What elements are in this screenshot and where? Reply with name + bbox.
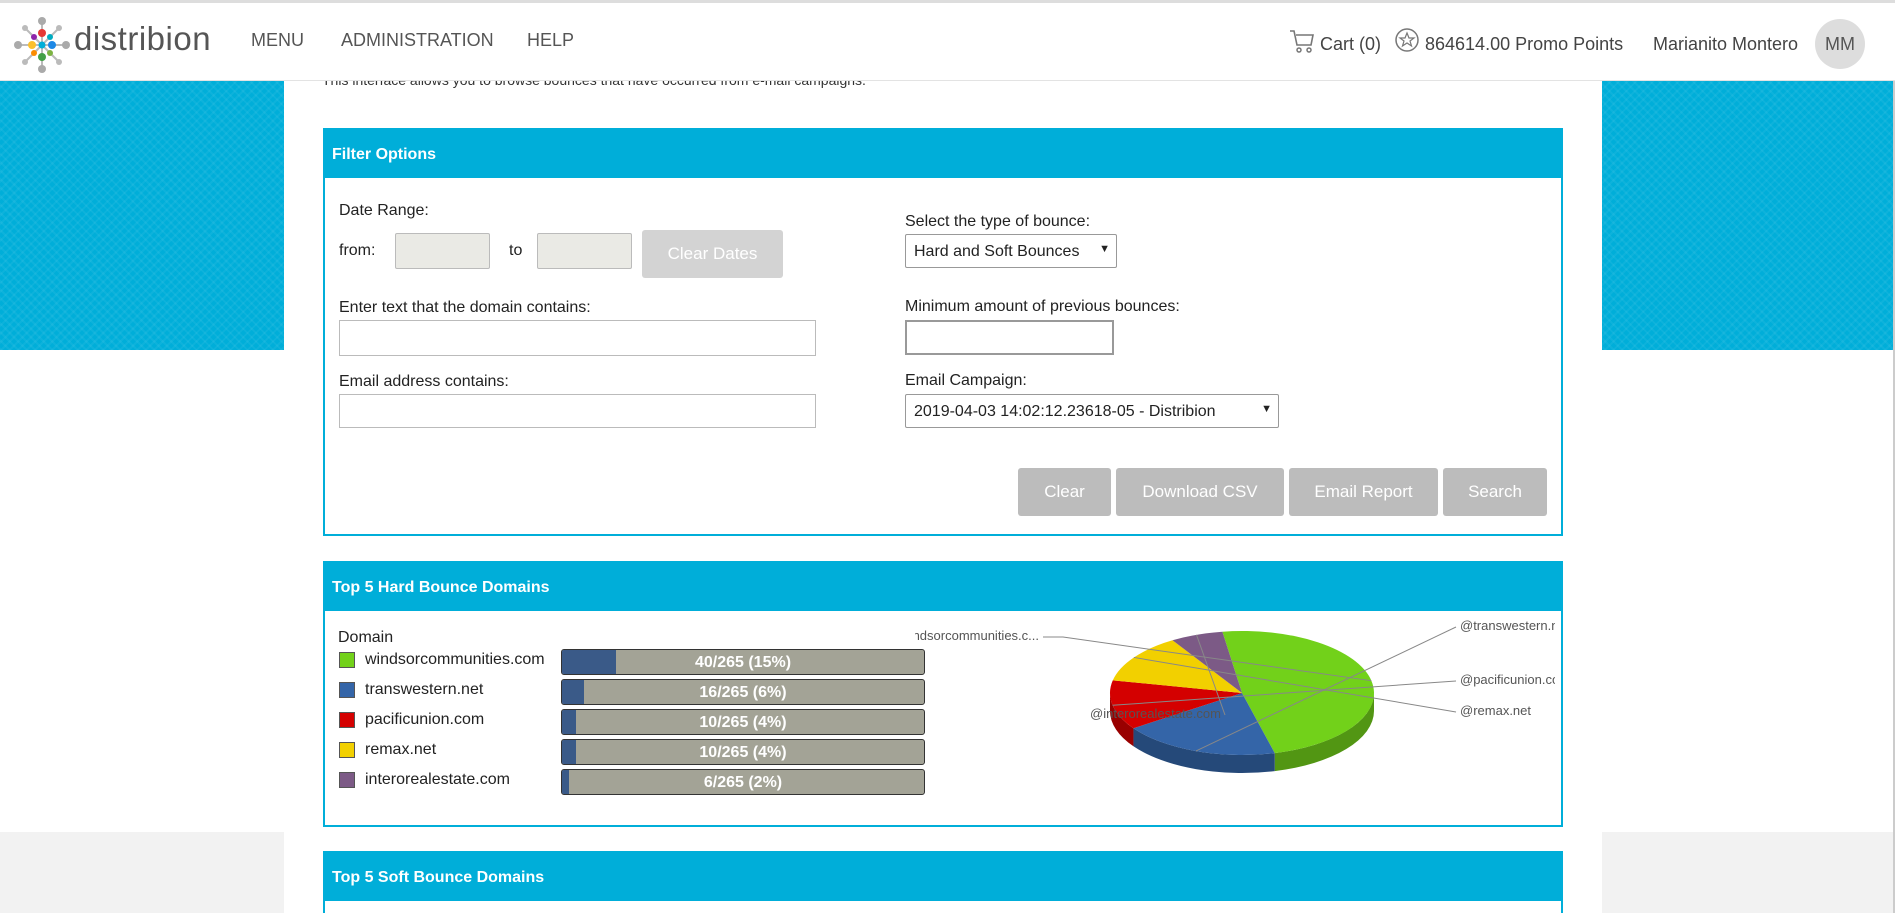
nav-help[interactable]: HELP xyxy=(527,30,575,50)
bounce-progress-bar: 16/265 (6%) xyxy=(561,679,925,705)
hard-bounce-pie-chart: @windsorcommunities.c... @transwestern.ne… xyxy=(915,618,1555,773)
logo-text[interactable]: distribion xyxy=(74,20,212,57)
legend-swatch xyxy=(339,712,355,728)
top-navigation-bar: distribion MENU ADMINISTRATION HELP Cart… xyxy=(0,0,1895,81)
legend-swatch xyxy=(339,742,355,758)
email-contains-label: Email address contains: xyxy=(339,373,509,390)
scrollbar[interactable] xyxy=(1893,81,1895,913)
domain-name: windsorcommunities.com xyxy=(365,651,545,668)
domain-contains-label: Enter text that the domain contains: xyxy=(339,299,591,316)
clear-dates-button[interactable]: Clear Dates xyxy=(642,230,783,278)
filter-options-title: Filter Options xyxy=(325,130,1561,178)
domain-contains-input[interactable] xyxy=(339,320,816,356)
pie-slice xyxy=(1112,640,1242,693)
pie-leader-line xyxy=(1043,636,1372,682)
cart-link[interactable]: Cart (0) xyxy=(1320,34,1382,54)
bounce-progress-fill xyxy=(562,650,617,674)
nav-administration[interactable]: ADMINISTRATION xyxy=(341,30,494,50)
legend-swatch xyxy=(339,772,355,788)
pie-slice xyxy=(1133,693,1275,755)
promo-points[interactable]: 864614.00 Promo Points xyxy=(1425,34,1624,54)
bounce-progress-bar: 10/265 (4%) xyxy=(561,739,925,765)
chevron-down-icon: ▼ xyxy=(1099,243,1110,255)
bounce-stat: 6/265 (2%) xyxy=(703,774,783,791)
user-name[interactable]: Marianito Montero xyxy=(1653,34,1799,54)
date-to-input[interactable] xyxy=(537,233,632,269)
promo-points-icon xyxy=(1395,28,1419,52)
bounce-progress-fill xyxy=(562,740,577,764)
filter-options-panel: Filter Options Date Range: from: to Clea… xyxy=(323,128,1563,536)
nav-menu[interactable]: MENU xyxy=(251,30,304,50)
hard-bounce-panel: Top 5 Hard Bounce Domains Domain windsor… xyxy=(323,561,1563,827)
bounce-progress-fill xyxy=(562,770,570,794)
bounce-stat: 10/265 (4%) xyxy=(699,714,787,731)
domain-name: transwestern.net xyxy=(365,681,484,698)
min-bounces-label: Minimum amount of previous bounces: xyxy=(905,298,1180,315)
bounce-stat: 10/265 (4%) xyxy=(699,744,787,761)
download-csv-button[interactable]: Download CSV xyxy=(1116,468,1284,516)
to-label: to xyxy=(509,242,523,259)
soft-bounce-title: Top 5 Soft Bounce Domains xyxy=(325,853,1561,901)
pie-slice xyxy=(1110,680,1242,729)
search-button[interactable]: Search xyxy=(1443,468,1547,516)
bounce-stat: 16/265 (6%) xyxy=(699,684,787,701)
bounce-progress-bar: 10/265 (4%) xyxy=(561,709,925,735)
distribion-logo-icon[interactable] xyxy=(12,17,72,73)
pie-label: @remax.net xyxy=(1460,703,1531,718)
pie-leader-line xyxy=(1195,626,1457,752)
legend-swatch xyxy=(339,682,355,698)
email-campaign-value: 2019-04-03 14:02:12.23618-05 - Distribio… xyxy=(914,403,1216,420)
pie-slice-side xyxy=(1133,728,1275,773)
domain-name: pacificunion.com xyxy=(365,711,485,728)
domain-column-header: Domain xyxy=(338,629,394,646)
pie-slice xyxy=(1172,631,1242,693)
avatar[interactable]: MM xyxy=(1815,19,1865,69)
pie-label: @interorealestate.com xyxy=(1090,706,1221,721)
email-campaign-select[interactable]: 2019-04-03 14:02:12.23618-05 - Distribio… xyxy=(905,394,1279,428)
domain-name: interorealestate.com xyxy=(365,771,510,788)
soft-bounce-panel: Top 5 Soft Bounce Domains xyxy=(323,851,1563,913)
min-bounces-input[interactable] xyxy=(905,320,1114,355)
date-range-label: Date Range: xyxy=(339,202,429,219)
date-from-input[interactable] xyxy=(395,233,490,269)
legend-swatch xyxy=(339,652,355,668)
pie-label: @transwestern.net xyxy=(1460,618,1555,633)
domain-name: remax.net xyxy=(365,741,437,758)
pie-slice-side xyxy=(1274,693,1374,772)
cart-icon[interactable] xyxy=(1288,27,1316,55)
clear-button[interactable]: Clear xyxy=(1018,468,1111,516)
pie-label: @windsorcommunities.c... xyxy=(915,628,1039,643)
bounce-progress-fill xyxy=(562,710,577,734)
email-contains-input[interactable] xyxy=(339,394,816,428)
bounce-progress-bar: 40/265 (15%) xyxy=(561,649,925,675)
pie-leader-line xyxy=(1133,656,1457,713)
chevron-down-icon: ▼ xyxy=(1261,403,1272,415)
pie-slice-side xyxy=(1110,693,1134,747)
bounce-type-value: Hard and Soft Bounces xyxy=(914,243,1080,260)
bounce-progress-fill xyxy=(562,680,584,704)
pie-leader-line xyxy=(1196,634,1226,716)
from-label: from: xyxy=(339,242,376,259)
email-campaign-label: Email Campaign: xyxy=(905,372,1027,389)
pie-label: @pacificunion.com xyxy=(1460,672,1555,687)
hard-bounce-title: Top 5 Hard Bounce Domains xyxy=(325,563,1561,611)
bounce-type-label: Select the type of bounce: xyxy=(905,213,1091,230)
bounce-progress-bar: 6/265 (2%) xyxy=(561,769,925,795)
pie-leader-line xyxy=(1112,680,1457,706)
email-report-button[interactable]: Email Report xyxy=(1289,468,1438,516)
bounce-type-select[interactable]: Hard and Soft Bounces ▼ xyxy=(905,234,1117,268)
bounce-stat: 40/265 (15%) xyxy=(694,654,792,671)
